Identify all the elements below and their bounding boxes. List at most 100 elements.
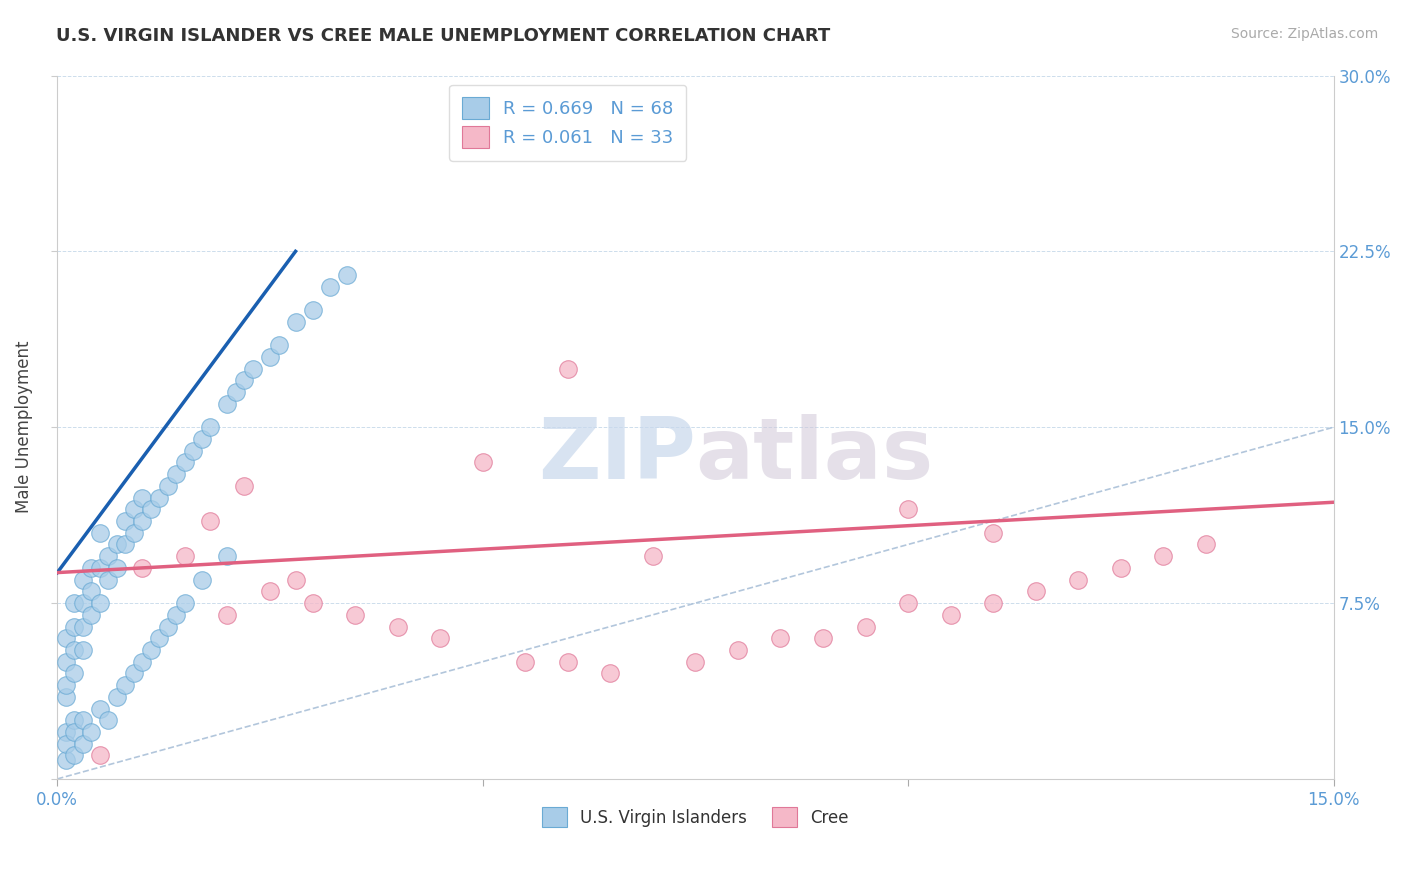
- Point: [259, 584, 281, 599]
- Point: [105, 537, 128, 551]
- Point: [89, 748, 111, 763]
- Point: [139, 643, 162, 657]
- Point: [557, 655, 579, 669]
- Point: [80, 607, 103, 622]
- Point: [1067, 573, 1090, 587]
- Point: [55, 753, 77, 767]
- Point: [191, 432, 214, 446]
- Point: [105, 690, 128, 704]
- Point: [72, 737, 94, 751]
- Point: [259, 350, 281, 364]
- Point: [344, 607, 367, 622]
- Point: [174, 596, 197, 610]
- Point: [80, 561, 103, 575]
- Point: [165, 607, 187, 622]
- Point: [63, 643, 86, 657]
- Point: [122, 502, 145, 516]
- Point: [191, 573, 214, 587]
- Text: atlas: atlas: [696, 414, 934, 497]
- Point: [233, 373, 256, 387]
- Point: [471, 455, 494, 469]
- Point: [217, 549, 239, 564]
- Point: [114, 514, 136, 528]
- Point: [981, 596, 1004, 610]
- Point: [233, 479, 256, 493]
- Y-axis label: Male Unemployment: Male Unemployment: [15, 341, 32, 514]
- Point: [114, 537, 136, 551]
- Point: [72, 596, 94, 610]
- Point: [114, 678, 136, 692]
- Point: [1025, 584, 1047, 599]
- Point: [811, 632, 834, 646]
- Point: [387, 619, 409, 633]
- Point: [267, 338, 290, 352]
- Point: [148, 491, 170, 505]
- Point: [105, 561, 128, 575]
- Point: [242, 361, 264, 376]
- Point: [63, 596, 86, 610]
- Point: [685, 655, 707, 669]
- Point: [131, 655, 153, 669]
- Point: [1195, 537, 1218, 551]
- Point: [72, 619, 94, 633]
- Point: [63, 666, 86, 681]
- Point: [897, 596, 920, 610]
- Point: [1109, 561, 1132, 575]
- Point: [80, 584, 103, 599]
- Point: [599, 666, 621, 681]
- Point: [284, 573, 307, 587]
- Point: [165, 467, 187, 482]
- Point: [55, 632, 77, 646]
- Point: [97, 549, 120, 564]
- Point: [63, 714, 86, 728]
- Point: [174, 455, 197, 469]
- Point: [301, 596, 323, 610]
- Point: [981, 525, 1004, 540]
- Point: [200, 420, 222, 434]
- Point: [148, 632, 170, 646]
- Point: [122, 525, 145, 540]
- Point: [156, 619, 179, 633]
- Point: [122, 666, 145, 681]
- Point: [284, 315, 307, 329]
- Point: [139, 502, 162, 516]
- Point: [174, 549, 197, 564]
- Point: [89, 596, 111, 610]
- Point: [131, 561, 153, 575]
- Point: [515, 655, 537, 669]
- Point: [80, 725, 103, 739]
- Point: [217, 607, 239, 622]
- Point: [855, 619, 877, 633]
- Point: [183, 443, 205, 458]
- Point: [97, 714, 120, 728]
- Point: [301, 303, 323, 318]
- Point: [557, 361, 579, 376]
- Point: [727, 643, 749, 657]
- Point: [225, 385, 247, 400]
- Point: [939, 607, 962, 622]
- Text: ZIP: ZIP: [537, 414, 696, 497]
- Point: [55, 678, 77, 692]
- Point: [72, 643, 94, 657]
- Point: [55, 725, 77, 739]
- Point: [1152, 549, 1174, 564]
- Point: [55, 737, 77, 751]
- Point: [72, 714, 94, 728]
- Point: [318, 279, 340, 293]
- Point: [769, 632, 792, 646]
- Point: [200, 514, 222, 528]
- Point: [63, 748, 86, 763]
- Point: [131, 514, 153, 528]
- Point: [641, 549, 664, 564]
- Point: [336, 268, 359, 282]
- Point: [897, 502, 920, 516]
- Point: [89, 561, 111, 575]
- Point: [156, 479, 179, 493]
- Point: [72, 573, 94, 587]
- Point: [217, 397, 239, 411]
- Point: [429, 632, 451, 646]
- Point: [55, 690, 77, 704]
- Point: [97, 573, 120, 587]
- Point: [63, 725, 86, 739]
- Point: [63, 619, 86, 633]
